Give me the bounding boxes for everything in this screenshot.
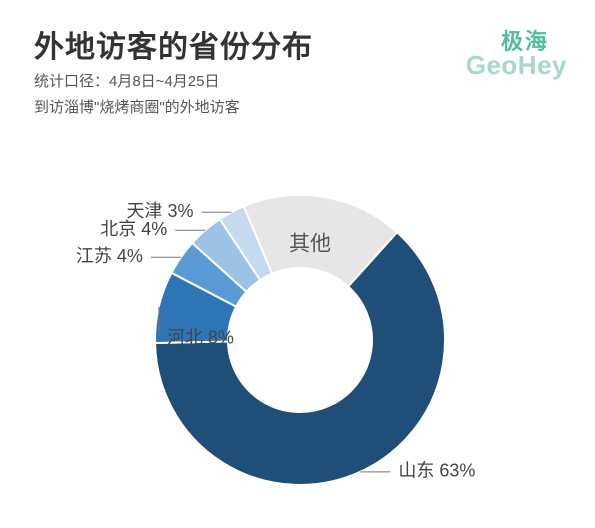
donut-chart: 山东 63% 河北 8% 江苏 4% 北京 4%天津 3% 其他 xyxy=(0,130,595,528)
label-山东: 山东 63% xyxy=(398,461,475,481)
label-江苏: 江苏 4% xyxy=(76,246,143,266)
center-label: 其他 xyxy=(289,233,331,256)
subtitle-line2: 到访淄博"烧烤商圈"的外地访客 xyxy=(34,96,240,117)
label-天津: 天津 3% xyxy=(126,201,193,221)
page-title: 外地访客的省份分布 xyxy=(34,22,313,66)
label-河北: 河北 8% xyxy=(167,328,234,348)
brand-en: GeoHey xyxy=(466,50,567,81)
subtitle-line1: 统计口径：4月8日~4月25日 xyxy=(34,70,219,91)
label-北京: 北京 4% xyxy=(100,219,167,239)
